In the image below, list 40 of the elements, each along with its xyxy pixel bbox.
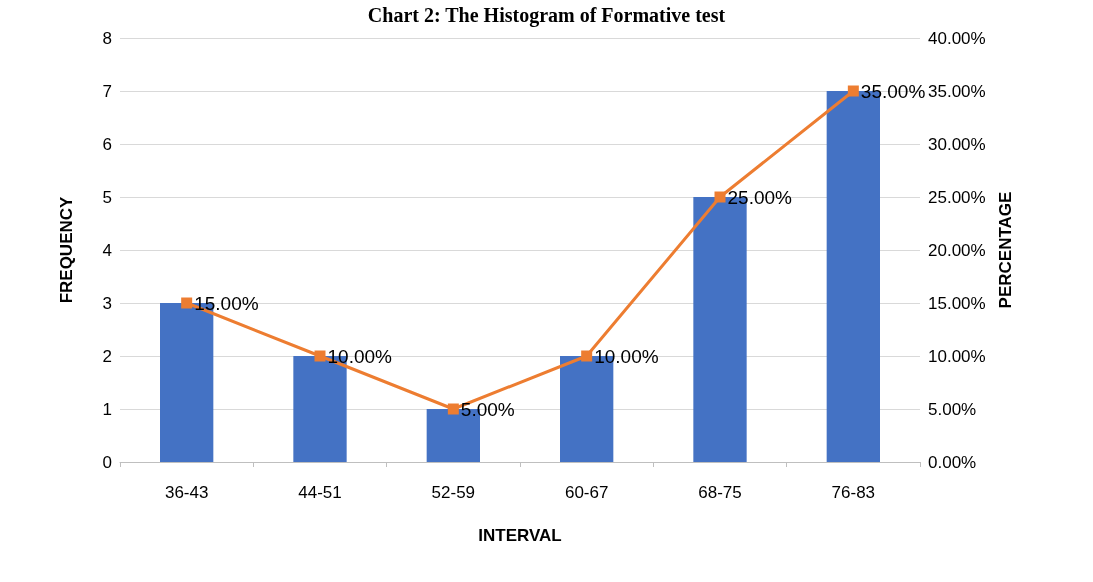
x-tick-label: 68-75 [698, 483, 742, 502]
point [581, 350, 593, 362]
y-axis-title: FREQUENCY [57, 195, 76, 304]
y-tick-label: 2 [102, 346, 112, 366]
y-tick-label: 0 [102, 452, 112, 472]
y2-tick-label: 35.00% [928, 81, 986, 101]
y2-tick-label: 25.00% [928, 187, 986, 207]
data-label: 25.00% [727, 186, 793, 208]
point [314, 350, 326, 362]
y2-tick-label: 40.00% [928, 28, 986, 48]
y-tick-label: 6 [102, 134, 112, 154]
point [714, 191, 726, 203]
x-tick-label: 36-43 [164, 483, 209, 502]
data-label: 10.00% [594, 345, 659, 367]
chart-title: Chart 2: The Histogram of Formative test [367, 4, 726, 27]
x-tick-label: 44-51 [298, 483, 342, 502]
point [447, 403, 459, 415]
data-label: 5.00% [460, 398, 515, 420]
x-axis-title: INTERVAL [478, 526, 562, 545]
y2-tick-label: 10.00% [928, 346, 986, 366]
y-tick-label: 7 [102, 81, 112, 101]
y-tick-label: 4 [102, 240, 112, 260]
y2-tick-label: 20.00% [928, 240, 986, 260]
point [181, 297, 193, 309]
x-tick-label: 60-67 [564, 483, 609, 502]
data-label: 35.00% [860, 80, 926, 102]
y2-tick-label: 30.00% [928, 134, 986, 154]
y2-tick-label: 5.00% [928, 399, 977, 419]
x-tick-label: 52-59 [431, 483, 476, 502]
y-tick-label: 5 [102, 187, 112, 207]
y-tick-label: 1 [102, 399, 112, 419]
data-label: 15.00% [194, 292, 259, 314]
x-tick-label: 76-83 [831, 483, 876, 502]
y2-tick-label: 0.00% [928, 452, 977, 472]
y2-axis-title: PERCENTAGE [995, 191, 1015, 309]
y-tick-label: 8 [102, 28, 112, 48]
y2-tick-label: 15.00% [928, 293, 986, 313]
point [847, 85, 859, 97]
data-label: 10.00% [327, 345, 393, 367]
y-tick-label: 3 [102, 293, 112, 313]
